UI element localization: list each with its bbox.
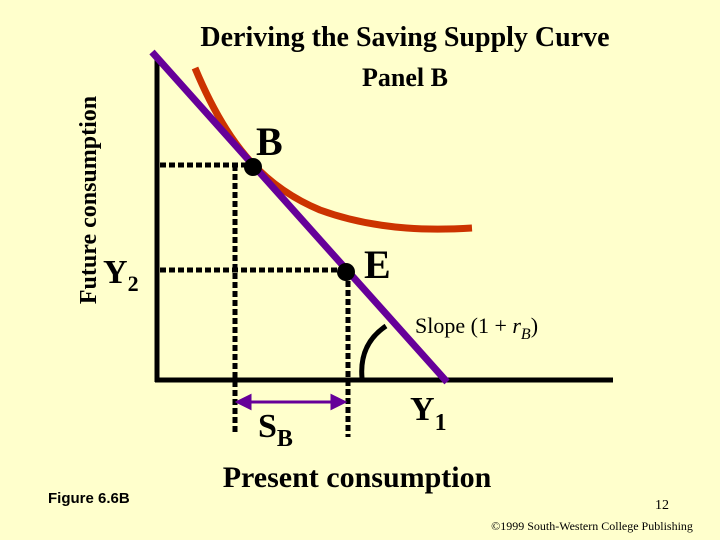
x-axis-label: Present consumption [223, 461, 492, 494]
slope-arc [359, 323, 388, 379]
y1-subscript: 1 [435, 410, 447, 436]
page-number: 12 [655, 498, 669, 513]
slope-variable: r [512, 313, 521, 338]
y2-label: Y2 [103, 254, 139, 296]
indifference-curve [191, 66, 473, 233]
point-e-label: E [364, 242, 391, 287]
y2-subscript: 2 [128, 271, 139, 296]
point-b [244, 158, 262, 176]
y1-main: Y [410, 391, 435, 428]
slope-prefix: Slope (1 + [415, 313, 512, 338]
point-e [337, 263, 355, 281]
point-b-label: B [256, 119, 283, 164]
y-axis-label: Future consumption [76, 96, 102, 304]
y2-main: Y [103, 254, 128, 291]
title: Deriving the Saving Supply Curve [200, 22, 609, 53]
copyright: ©1999 South-Western College Publishing [491, 519, 693, 533]
saving-arrow [234, 393, 348, 411]
sb-main: S [258, 408, 277, 445]
slope-label: Slope (1 + rB) [415, 313, 538, 343]
y1-label: Y1 [410, 391, 447, 436]
sb-subscript: B [277, 426, 293, 452]
subtitle: Panel B [362, 63, 448, 92]
figure-label: Figure 6.6B [48, 490, 130, 507]
slope-subscript: B [521, 326, 531, 343]
slope-suffix: ) [531, 313, 538, 338]
sb-label: SB [258, 408, 293, 452]
budget-line [149, 49, 450, 385]
guide-lines [160, 162, 351, 437]
